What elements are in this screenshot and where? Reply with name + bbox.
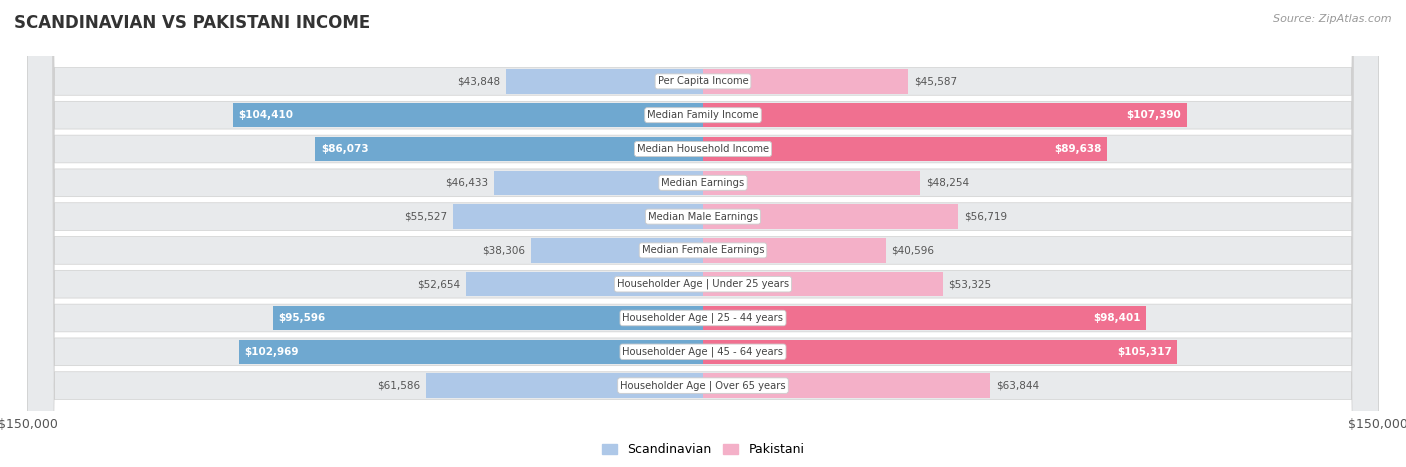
- FancyBboxPatch shape: [28, 0, 1378, 467]
- FancyBboxPatch shape: [28, 0, 1378, 467]
- FancyBboxPatch shape: [28, 0, 1378, 467]
- Text: $55,527: $55,527: [405, 212, 447, 222]
- Bar: [233, 103, 703, 127]
- Text: Householder Age | Over 65 years: Householder Age | Over 65 years: [620, 380, 786, 391]
- Text: Source: ZipAtlas.com: Source: ZipAtlas.com: [1274, 14, 1392, 24]
- Bar: [703, 170, 921, 195]
- Legend: Scandinavian, Pakistani: Scandinavian, Pakistani: [596, 439, 810, 461]
- Text: $45,587: $45,587: [914, 77, 957, 86]
- FancyBboxPatch shape: [28, 0, 1378, 467]
- Bar: [703, 69, 908, 93]
- Text: $46,433: $46,433: [446, 178, 488, 188]
- Text: $52,654: $52,654: [418, 279, 461, 289]
- Bar: [453, 205, 703, 229]
- Bar: [703, 137, 1107, 161]
- Bar: [703, 103, 1187, 127]
- Bar: [703, 374, 990, 398]
- Text: $89,638: $89,638: [1054, 144, 1101, 154]
- Text: Householder Age | Under 25 years: Householder Age | Under 25 years: [617, 279, 789, 290]
- Bar: [703, 340, 1177, 364]
- Bar: [703, 205, 959, 229]
- Bar: [465, 272, 703, 297]
- Text: $40,596: $40,596: [891, 245, 934, 255]
- Text: Householder Age | 45 - 64 years: Householder Age | 45 - 64 years: [623, 347, 783, 357]
- FancyBboxPatch shape: [28, 0, 1378, 467]
- Bar: [703, 306, 1146, 330]
- FancyBboxPatch shape: [28, 0, 1378, 467]
- FancyBboxPatch shape: [28, 0, 1378, 467]
- Text: $38,306: $38,306: [482, 245, 524, 255]
- Text: $48,254: $48,254: [925, 178, 969, 188]
- Text: $53,325: $53,325: [949, 279, 991, 289]
- Text: Per Capita Income: Per Capita Income: [658, 77, 748, 86]
- Text: $56,719: $56,719: [963, 212, 1007, 222]
- Text: Median Family Income: Median Family Income: [647, 110, 759, 120]
- Text: $43,848: $43,848: [457, 77, 501, 86]
- Text: $61,586: $61,586: [377, 381, 420, 390]
- Bar: [703, 238, 886, 262]
- Text: Median Earnings: Median Earnings: [661, 178, 745, 188]
- Text: $105,317: $105,317: [1116, 347, 1171, 357]
- Text: $98,401: $98,401: [1094, 313, 1140, 323]
- Bar: [506, 69, 703, 93]
- Bar: [530, 238, 703, 262]
- Text: $86,073: $86,073: [321, 144, 368, 154]
- Bar: [703, 272, 943, 297]
- Text: Median Female Earnings: Median Female Earnings: [641, 245, 765, 255]
- Text: $102,969: $102,969: [245, 347, 299, 357]
- Bar: [239, 340, 703, 364]
- Text: $95,596: $95,596: [278, 313, 325, 323]
- FancyBboxPatch shape: [28, 0, 1378, 467]
- FancyBboxPatch shape: [28, 0, 1378, 467]
- Bar: [426, 374, 703, 398]
- Text: $63,844: $63,844: [995, 381, 1039, 390]
- Bar: [315, 137, 703, 161]
- Text: Median Male Earnings: Median Male Earnings: [648, 212, 758, 222]
- Bar: [494, 170, 703, 195]
- Text: Median Household Income: Median Household Income: [637, 144, 769, 154]
- Text: $104,410: $104,410: [238, 110, 294, 120]
- Text: $107,390: $107,390: [1126, 110, 1181, 120]
- Text: Householder Age | 25 - 44 years: Householder Age | 25 - 44 years: [623, 313, 783, 323]
- FancyBboxPatch shape: [28, 0, 1378, 467]
- Bar: [273, 306, 703, 330]
- Text: SCANDINAVIAN VS PAKISTANI INCOME: SCANDINAVIAN VS PAKISTANI INCOME: [14, 14, 370, 32]
